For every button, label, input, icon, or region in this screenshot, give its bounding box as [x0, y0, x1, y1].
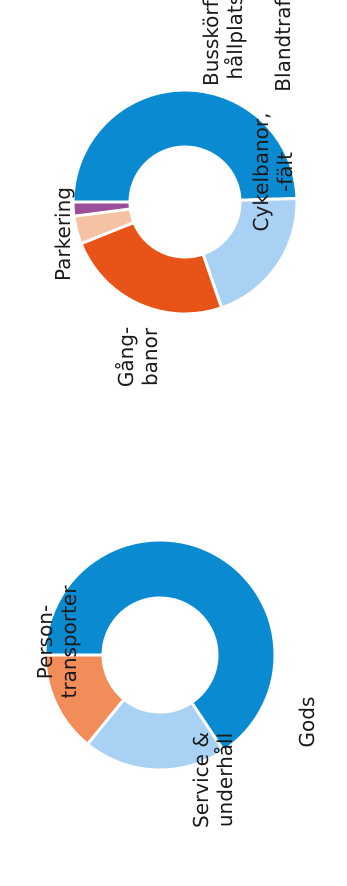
slice-1-3	[79, 220, 224, 316]
donut-chart-1: Blandtrafik Parkering Gång-banor Cykelbanor…	[51, 0, 299, 387]
slice-1-2	[201, 196, 299, 310]
slice-label-1-5: Busskörfält/hållplatser	[199, 0, 247, 86]
slice-2-2	[85, 697, 226, 772]
slice-label-1-2: Parkering	[51, 187, 75, 281]
slice-2-3	[43, 653, 127, 747]
slice-1-5	[71, 200, 133, 218]
slice-label-2-3: Gods	[295, 697, 319, 748]
slice-label-2-1: Person-transporter	[33, 585, 81, 699]
slice-1-1	[71, 88, 299, 204]
slice-label-1-1: Blandtrafik	[271, 0, 295, 92]
slice-label-2-2: Service &underhåll	[189, 732, 237, 828]
slice-label-1-3: Gång-banor	[114, 327, 162, 387]
slice-label-1-4: Cykelbanor,-fält	[249, 113, 297, 232]
slice-2-1	[43, 538, 277, 753]
donut-chart-2: Person-transporter Service &underhåll Gods	[33, 538, 319, 828]
